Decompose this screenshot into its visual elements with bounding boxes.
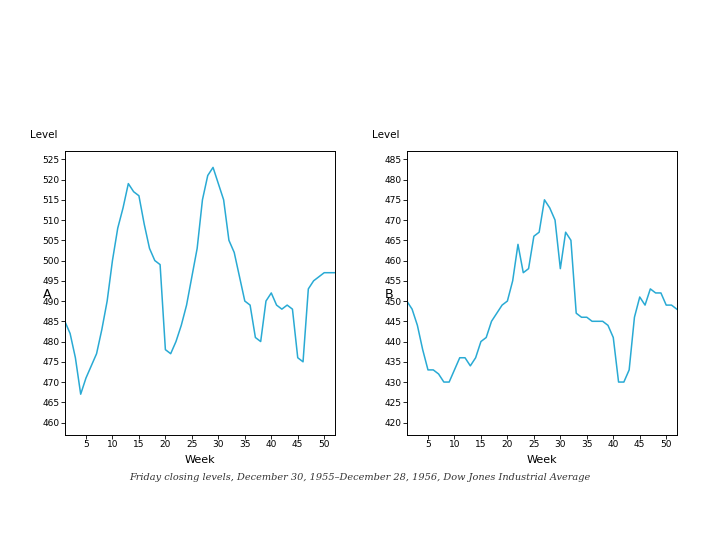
Text: Level: Level	[30, 130, 57, 140]
X-axis label: Week: Week	[526, 455, 557, 465]
X-axis label: Week: Week	[184, 455, 215, 465]
Text: Stock Market Prices of 52 Weeks: Stock Market Prices of 52 Weeks	[174, 69, 546, 89]
Text: 12-25: 12-25	[22, 513, 56, 526]
Text: B: B	[384, 288, 393, 301]
Text: Friday closing levels, December 30, 1955–December 28, 1956, Dow Jones Industrial: Friday closing levels, December 30, 1955…	[130, 474, 590, 482]
Text: |: |	[549, 511, 554, 529]
Text: Level: Level	[372, 130, 399, 140]
Text: INVESTMENTS: INVESTMENTS	[428, 511, 561, 529]
Text: Figure 12.6 Actual and Simulated Levels for: Figure 12.6 Actual and Simulated Levels …	[111, 27, 609, 47]
Text: BODIE, KANE, MARCUS: BODIE, KANE, MARCUS	[558, 515, 691, 525]
Text: A: A	[42, 288, 51, 301]
